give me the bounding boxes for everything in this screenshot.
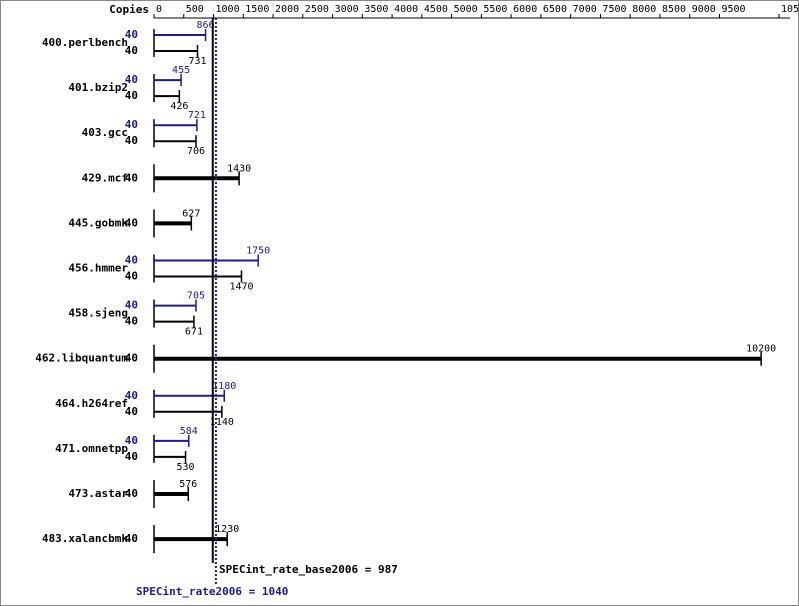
value-label: 530 (177, 462, 195, 473)
x-tick-label: 0 (156, 4, 162, 15)
x-tick-label: 9000 (692, 4, 716, 15)
copies-label: 40 (125, 270, 138, 283)
copies-label: 40 (125, 44, 138, 57)
copies-label: 40 (125, 254, 138, 267)
category-label: 401.bzip2 (68, 81, 128, 94)
x-tick-label: 6000 (513, 4, 537, 15)
x-tick-label: 7500 (602, 4, 626, 15)
category-label: 400.perlbench (42, 36, 128, 49)
value-label: 721 (188, 110, 206, 121)
x-tick-label: 5500 (483, 4, 507, 15)
category-label: 403.gcc (82, 126, 128, 139)
value-label: 1430 (227, 163, 251, 174)
value-label: 455 (172, 65, 190, 76)
copies-label: 40 (125, 134, 138, 147)
x-tick-label: 10500 (781, 4, 799, 15)
copies-label: 40 (125, 89, 138, 102)
copies-label: 40 (125, 405, 138, 418)
copies-label: 40 (125, 216, 138, 229)
copies-label: 40 (125, 434, 138, 447)
value-label: 1470 (229, 282, 253, 293)
x-tick-label: 7000 (573, 4, 597, 15)
category-label: 471.omnetpp (55, 442, 128, 455)
value-label: 1140 (210, 417, 234, 428)
value-label: 866 (197, 20, 215, 31)
x-tick-label: 1500 (245, 4, 269, 15)
copies-label: 40 (125, 299, 138, 312)
category-label: 458.sjeng (68, 307, 128, 320)
copies-label: 40 (125, 73, 138, 86)
value-label: 576 (179, 479, 197, 490)
x-tick-label: 500 (186, 4, 204, 15)
x-tick-label: 9500 (721, 4, 745, 15)
copies-label: 40 (125, 450, 138, 463)
copies-label: 40 (125, 315, 138, 328)
value-label: 731 (188, 56, 206, 67)
value-label: 1750 (246, 246, 270, 257)
category-label: 473.astar (68, 487, 128, 500)
value-label: 1180 (212, 381, 236, 392)
x-tick-label: 8500 (662, 4, 686, 15)
value-label: 706 (187, 146, 205, 157)
x-tick-label: 1000 (216, 4, 240, 15)
x-tick-label: 8000 (632, 4, 656, 15)
value-label: 584 (180, 426, 198, 437)
category-label: 456.hmmer (68, 262, 128, 275)
category-label: 483.xalancbmk (42, 532, 128, 545)
copies-label: 40 (125, 532, 138, 545)
value-label: 426 (170, 101, 188, 112)
copies-label: 40 (125, 118, 138, 131)
category-label: 445.gobmk (68, 216, 128, 229)
value-label: 10200 (746, 344, 776, 355)
value-label: 627 (182, 208, 200, 219)
value-label: 705 (187, 291, 205, 302)
x-tick-label: 4500 (424, 4, 448, 15)
x-tick-label: 2500 (305, 4, 329, 15)
copies-label: 40 (125, 171, 138, 184)
copies-label: 40 (125, 389, 138, 402)
copies-label: 40 (125, 487, 138, 500)
category-label: 429.mcf (82, 171, 128, 184)
copies-label: 40 (125, 352, 138, 365)
x-tick-label: 2000 (275, 4, 299, 15)
category-label: 464.h264ref (55, 397, 128, 410)
x-tick-label: 3000 (335, 4, 359, 15)
x-tick-label: 4000 (394, 4, 418, 15)
x-tick-label: 6500 (543, 4, 567, 15)
x-tick-label: 5000 (454, 4, 478, 15)
x-tick-label: 3500 (364, 4, 388, 15)
value-label: 1230 (215, 524, 239, 535)
category-label: 462.libquantum (35, 352, 128, 365)
reference-label: SPECint_rate_base2006 = 987 (219, 563, 398, 576)
copies-label: 40 (125, 28, 138, 41)
reference-label: SPECint_rate2006 = 1040 (136, 585, 288, 598)
copies-header: Copies (109, 3, 149, 16)
value-label: 671 (185, 327, 203, 338)
